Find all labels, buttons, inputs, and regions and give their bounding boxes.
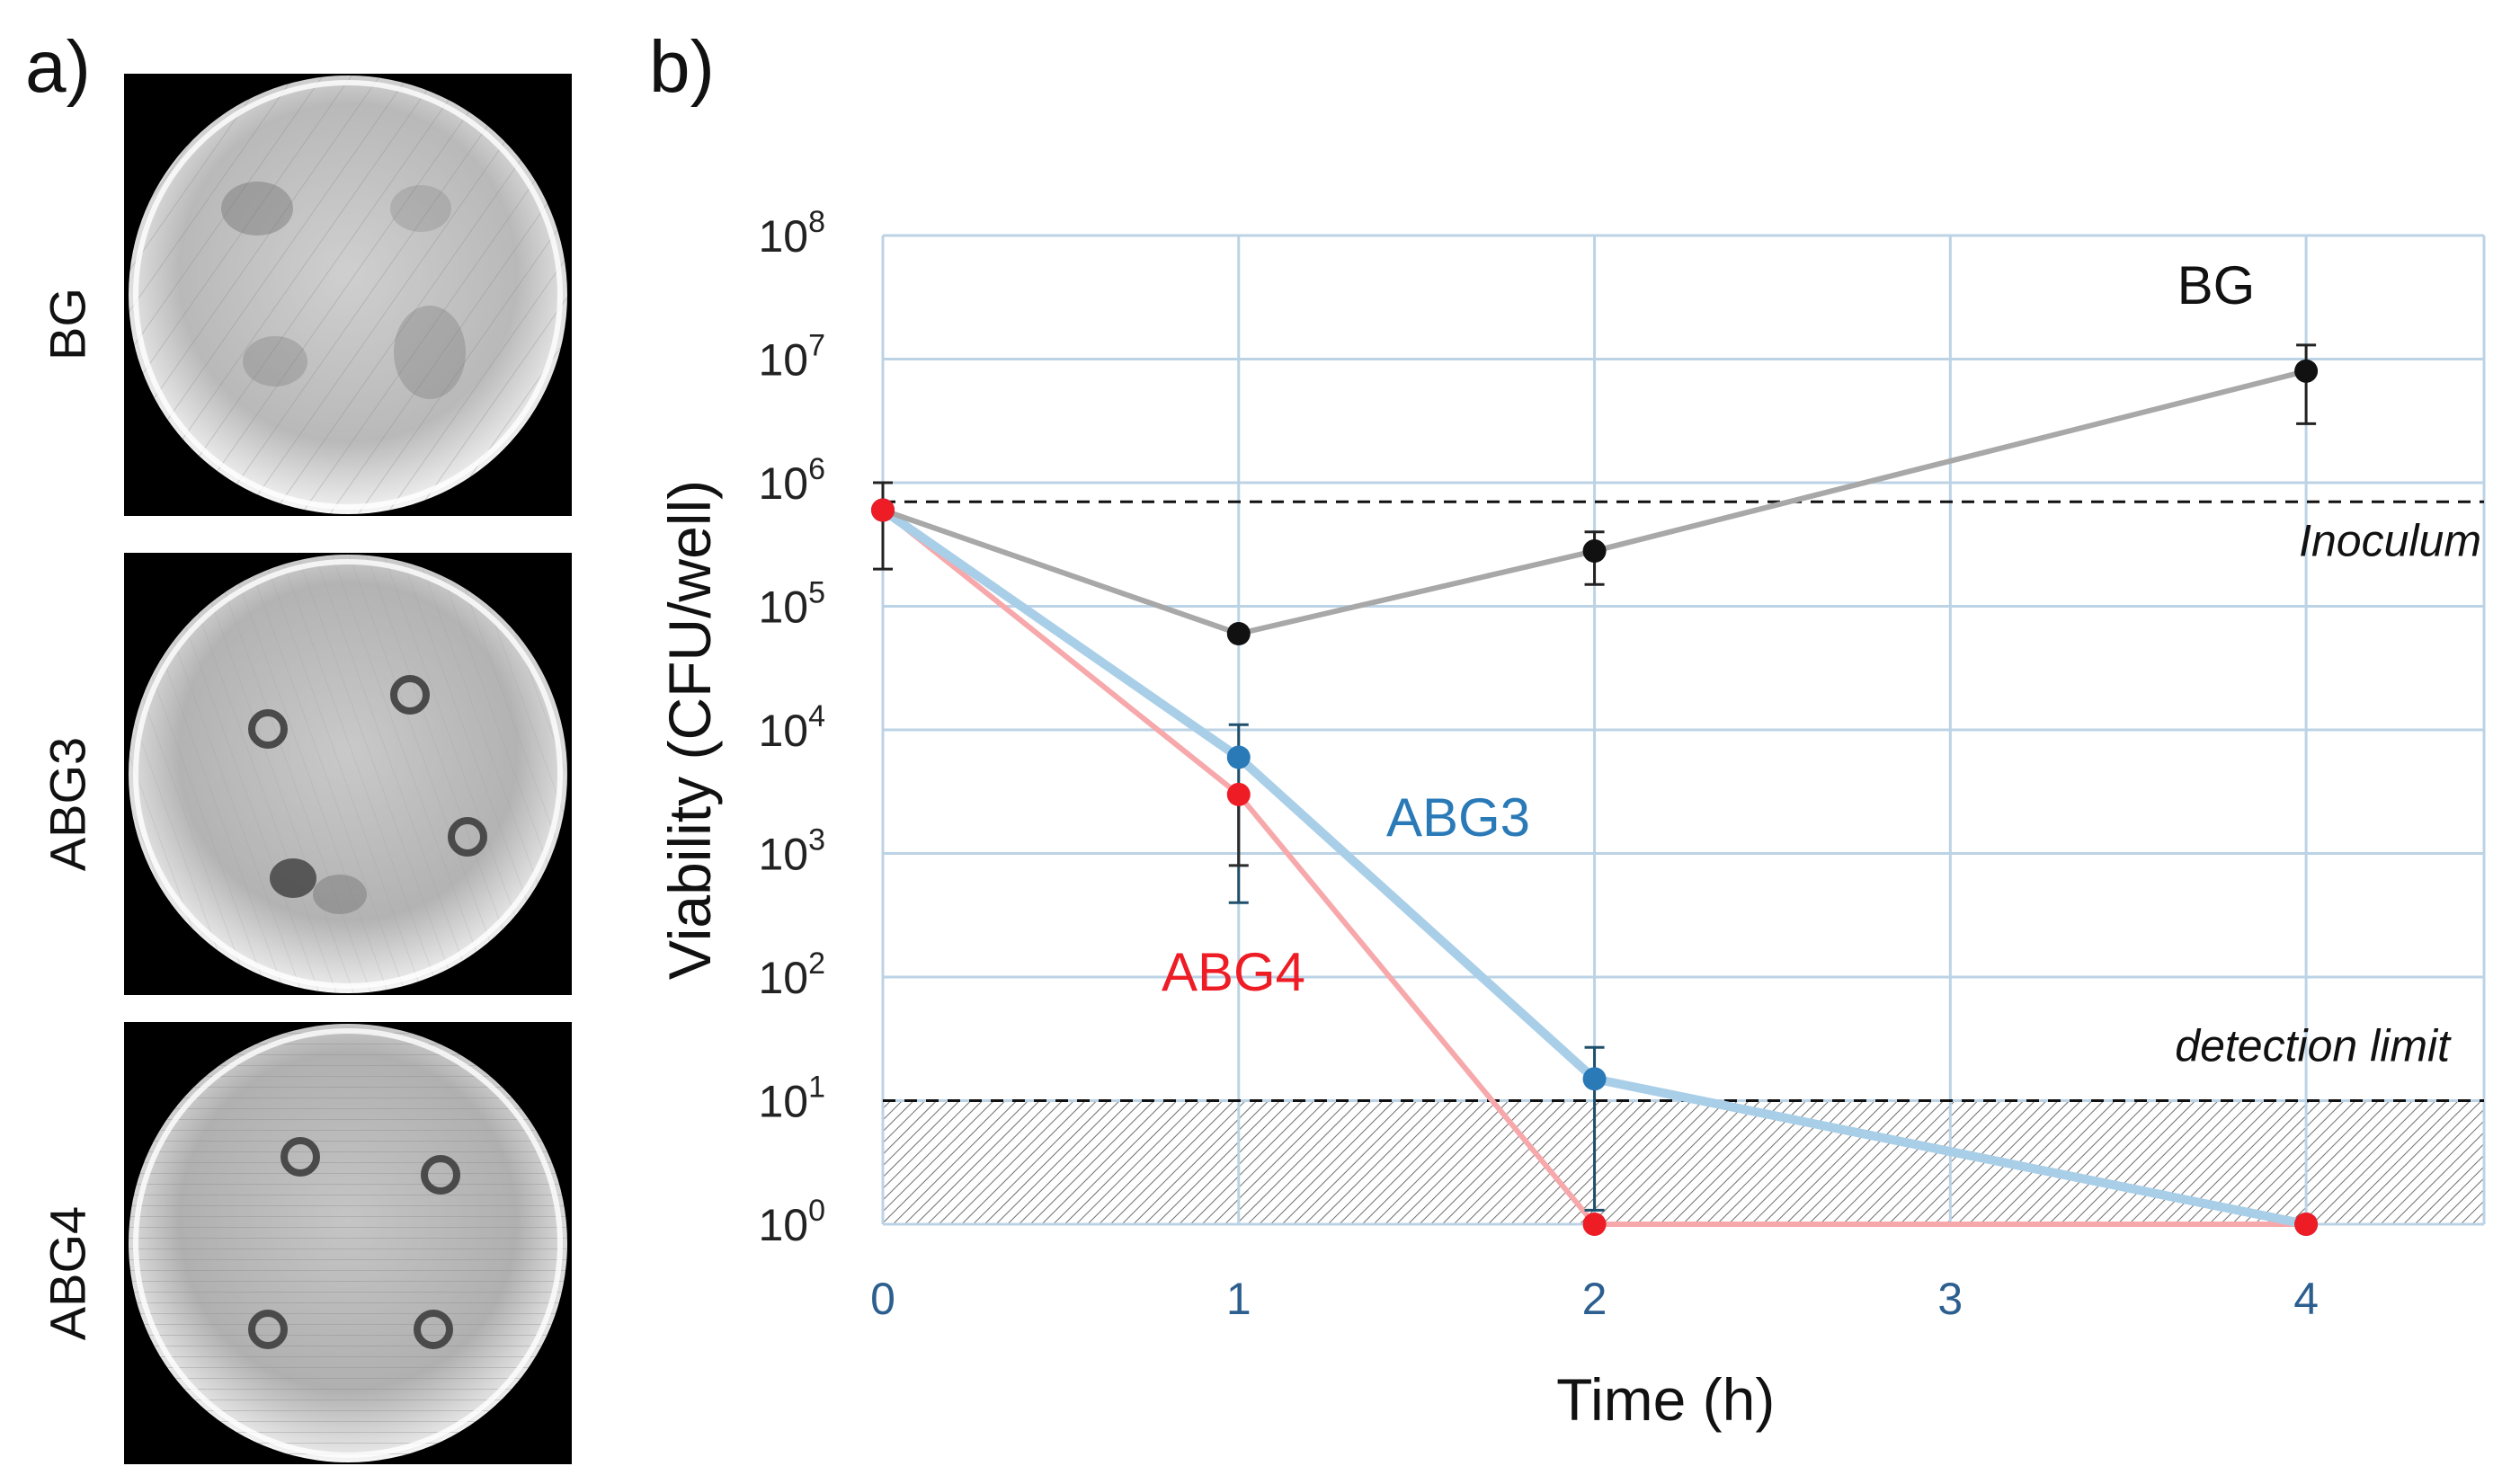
y-tick-label-6: 106 <box>758 452 825 509</box>
data-point-abg4-3 <box>2294 1213 2319 1236</box>
plate-image-abg4 <box>124 1022 572 1464</box>
data-point-abg3-2 <box>1582 1067 1607 1091</box>
y-tick-label-1: 101 <box>758 1071 825 1127</box>
plate-image-bg <box>124 74 572 516</box>
y-axis-title: Viability (CFU/well) <box>656 480 723 980</box>
y-tick-label-3: 103 <box>758 823 825 880</box>
plate-image-abg3 <box>124 553 572 995</box>
panel-b-label: b) <box>649 26 715 108</box>
panel-a-label: a) <box>25 26 91 108</box>
y-tick-label-8: 108 <box>758 205 825 262</box>
x-tick-label-4: 4 <box>2293 1274 2319 1324</box>
data-point-abg4-2 <box>1582 1213 1607 1236</box>
series-label-abg3: ABG3 <box>1386 787 1530 848</box>
data-point-bg-2 <box>1582 539 1607 564</box>
x-axis-title: Time (h) <box>1556 1366 1775 1433</box>
x-tick-label-0: 0 <box>870 1274 895 1324</box>
y-tick-label-4: 104 <box>758 699 825 756</box>
data-point-bg-3 <box>2294 359 2319 383</box>
data-point-abg4-0 <box>871 498 895 522</box>
y-tick-label-2: 102 <box>758 946 825 1003</box>
below-detection-hatch <box>883 1100 2484 1224</box>
series-label-abg4: ABG4 <box>1162 942 1305 1002</box>
data-point-bg-1 <box>1226 622 1251 646</box>
data-point-abg3-1 <box>1226 745 1251 769</box>
x-tick-label-2: 2 <box>1582 1274 1607 1324</box>
x-tick-label-1: 1 <box>1226 1274 1251 1324</box>
series-line-abg3 <box>878 505 2311 1229</box>
y-tick-label-5: 105 <box>758 576 825 633</box>
y-tick-label-7: 107 <box>758 329 825 386</box>
y-tick-label-0: 100 <box>758 1194 825 1250</box>
x-tick-label-3: 3 <box>1937 1274 1963 1324</box>
inoculum-label: Inoculum <box>2299 515 2481 565</box>
detection-limit-label: detection limit <box>2175 1021 2452 1071</box>
series-line-bg <box>880 368 2310 637</box>
series-label-bg: BG <box>2177 255 2256 315</box>
series-line-abg4 <box>880 507 2310 1227</box>
data-point-abg4-1 <box>1226 782 1251 806</box>
